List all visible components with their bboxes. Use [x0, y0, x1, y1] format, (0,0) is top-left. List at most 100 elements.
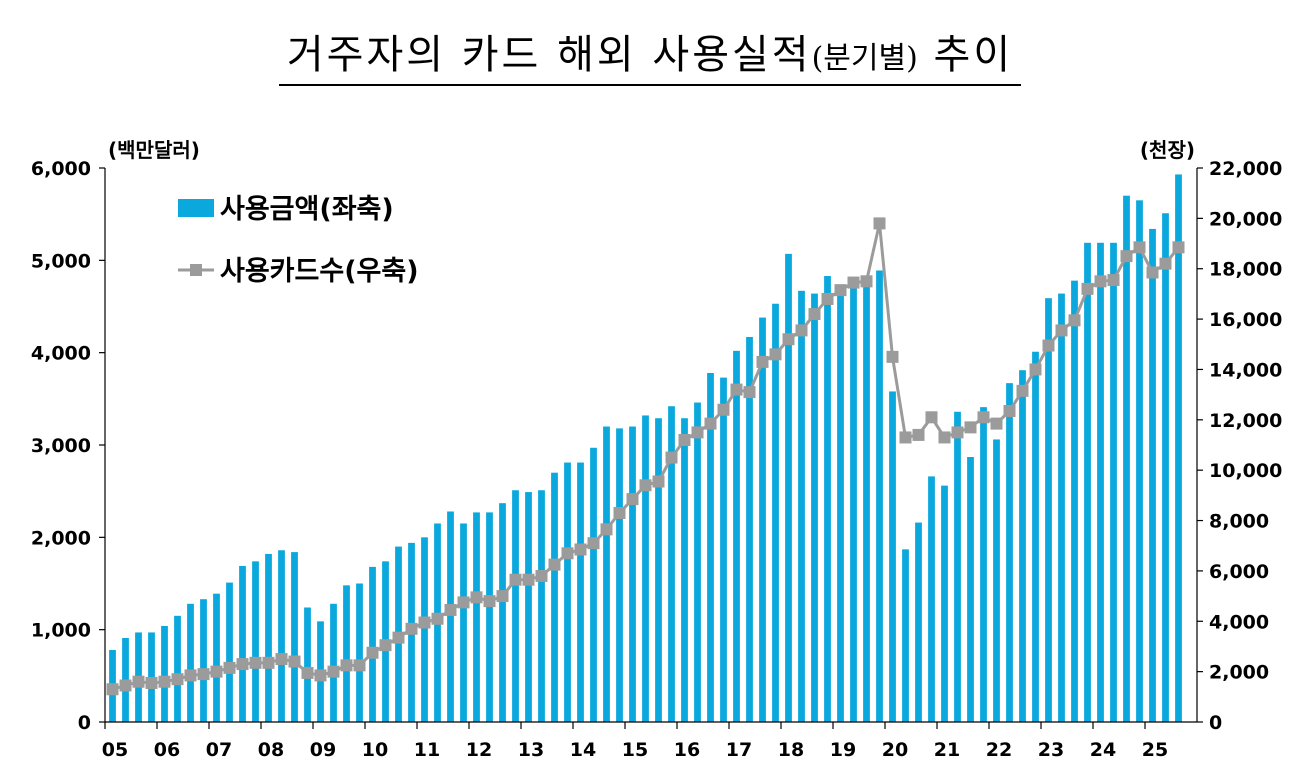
- line-marker: [535, 569, 548, 582]
- y-right-ticks: 0 2,000 4,000 6,000 8,000 10,000 12,000 14,000 1…: [1197, 158, 1282, 734]
- line-marker: [366, 646, 379, 659]
- y-right-tick-label: 6,000: [1209, 561, 1269, 583]
- bar: [330, 603, 337, 722]
- bar: [252, 561, 259, 722]
- line-marker: [418, 616, 431, 629]
- bar: [655, 418, 662, 722]
- bar-series: [109, 174, 1182, 723]
- bar: [772, 303, 779, 722]
- bar: [1175, 174, 1182, 722]
- bar: [278, 550, 285, 722]
- x-tick-label: 08: [258, 739, 284, 761]
- line-marker: [444, 603, 457, 616]
- x-tick-label: 21: [934, 739, 960, 761]
- line-marker: [782, 333, 795, 346]
- line-marker: [1133, 241, 1146, 254]
- y-right-tick-label: 2,000: [1209, 662, 1269, 684]
- y-left-ticks: 0 1,000 2,000 3,000 4,000 5,000 6,000: [31, 158, 105, 734]
- y-right-tick-label: 22,000: [1209, 158, 1282, 180]
- y-right-tick-label: 12,000: [1209, 410, 1282, 432]
- line-marker: [899, 431, 912, 444]
- x-tick-label: 20: [882, 739, 908, 761]
- line-marker: [886, 350, 899, 363]
- line-marker: [665, 451, 678, 464]
- bar: [356, 583, 363, 722]
- line-marker: [717, 403, 730, 416]
- line-marker: [522, 573, 535, 586]
- bar: [720, 377, 727, 722]
- bar: [850, 283, 857, 722]
- bar: [733, 350, 740, 722]
- x-tick-label: 16: [674, 739, 700, 761]
- bar: [447, 511, 454, 722]
- y-left-tick-label: 5,000: [31, 250, 91, 272]
- line-marker: [145, 676, 158, 689]
- line-series: [106, 217, 1185, 696]
- bar: [590, 447, 597, 722]
- line-marker: [184, 669, 197, 682]
- line-marker: [964, 421, 977, 434]
- y-right-tick-label: 18,000: [1209, 259, 1282, 281]
- line-marker: [548, 558, 561, 571]
- bar: [1136, 200, 1143, 722]
- bar: [486, 512, 493, 722]
- x-tick-label: 17: [726, 739, 752, 761]
- line-marker: [860, 275, 873, 288]
- bar: [1006, 383, 1013, 722]
- bar: [1032, 351, 1039, 722]
- bar: [863, 283, 870, 722]
- line-marker: [977, 411, 990, 424]
- bar: [369, 566, 376, 722]
- line-marker: [158, 675, 171, 688]
- bar: [213, 593, 220, 722]
- line-marker: [314, 669, 327, 682]
- y-right-tick-label: 14,000: [1209, 359, 1282, 381]
- bar: [967, 457, 974, 722]
- bar: [1071, 280, 1078, 722]
- y-left-tick-label: 4,000: [31, 343, 91, 365]
- line-marker: [171, 673, 184, 686]
- line-marker: [223, 661, 236, 674]
- bar: [226, 582, 233, 722]
- bar: [603, 426, 610, 722]
- line-marker: [353, 659, 366, 672]
- y-left-tick-label: 0: [78, 712, 91, 734]
- line-marker: [561, 547, 574, 560]
- bar: [954, 411, 961, 722]
- line-marker: [197, 668, 210, 681]
- legend-line-label: 사용카드수(우축): [220, 256, 419, 287]
- line-marker: [210, 665, 223, 678]
- title-sub: (분기별): [811, 41, 918, 76]
- bar: [1097, 242, 1104, 723]
- bar: [642, 415, 649, 722]
- bar: [811, 293, 818, 722]
- x-tick-label: 07: [206, 739, 232, 761]
- title-main: 거주자의 카드 해외 사용실적: [286, 32, 812, 78]
- line-marker: [587, 537, 600, 550]
- line-marker: [756, 355, 769, 368]
- title-tail: 추이: [933, 32, 1014, 78]
- x-tick-label: 14: [570, 739, 596, 761]
- line-marker: [1120, 250, 1133, 263]
- bar: [499, 503, 506, 722]
- line-marker: [691, 426, 704, 439]
- line-marker: [275, 653, 288, 666]
- y-right-tick-label: 16,000: [1209, 309, 1282, 331]
- line-marker: [938, 431, 951, 444]
- line-marker: [847, 276, 860, 289]
- legend-line-marker: [190, 264, 202, 276]
- line-marker: [600, 523, 613, 536]
- bar: [629, 426, 636, 722]
- y-right-tick-label: 10,000: [1209, 460, 1282, 482]
- line-marker: [496, 590, 509, 603]
- bar: [1110, 242, 1117, 723]
- bar: [564, 462, 571, 722]
- line-marker: [457, 596, 470, 609]
- line-marker: [1003, 405, 1016, 417]
- line-marker: [1172, 241, 1185, 254]
- line-marker: [288, 655, 301, 668]
- x-tick-label: 19: [830, 739, 856, 761]
- bar: [1019, 370, 1026, 722]
